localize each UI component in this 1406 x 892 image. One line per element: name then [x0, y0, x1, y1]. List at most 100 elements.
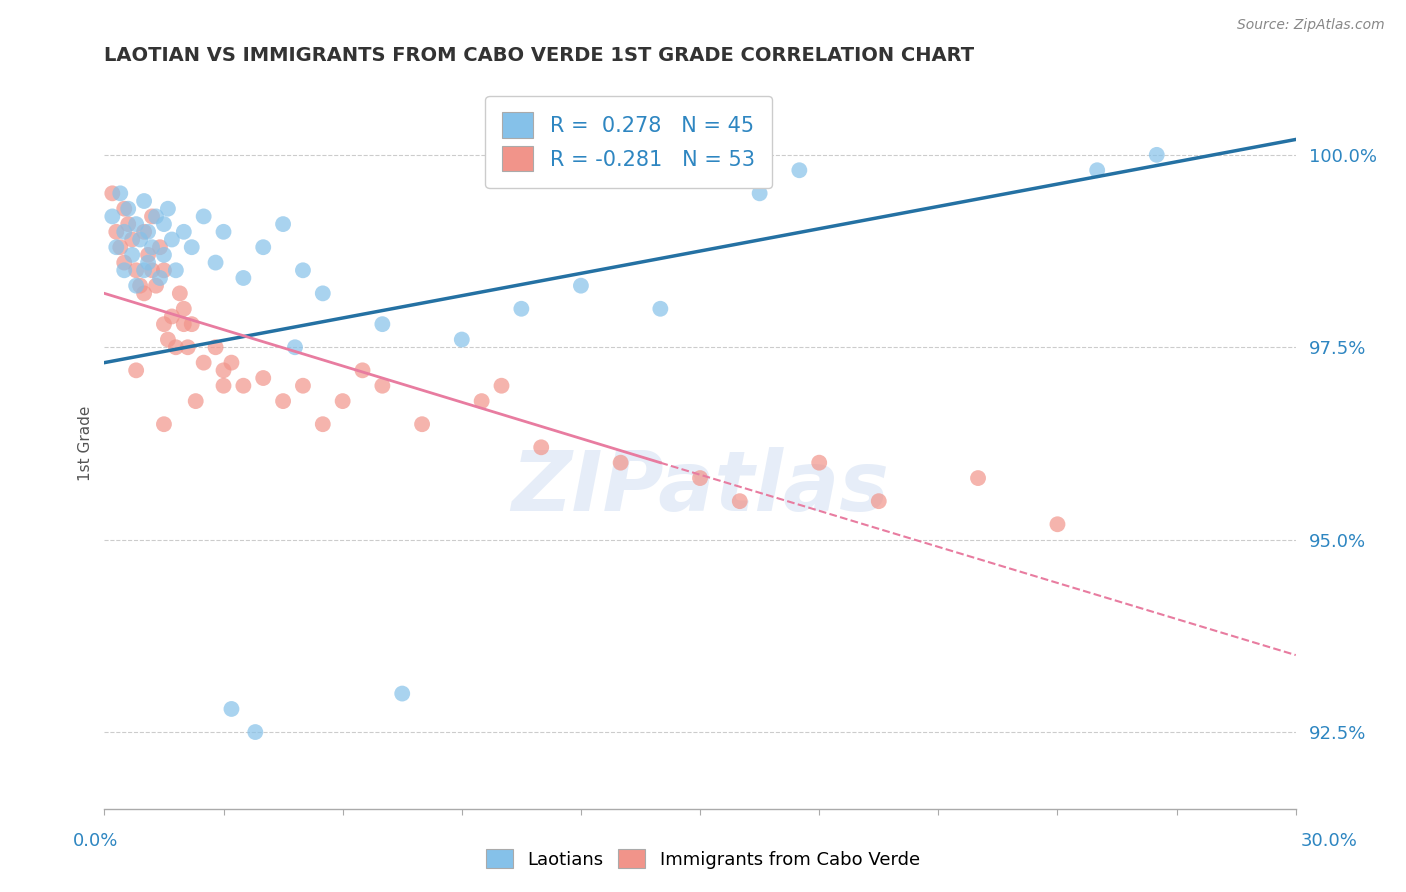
Point: [132, 225, 155, 239]
Point: [105, 240, 128, 254]
Text: 30.0%: 30.0%: [1301, 831, 1357, 849]
Point: [1146, 148, 1168, 162]
Point: [193, 210, 215, 224]
Point: [136, 225, 159, 239]
Point: [352, 363, 374, 377]
Point: [221, 356, 243, 370]
Point: [967, 471, 990, 485]
Point: [411, 417, 433, 432]
Point: [371, 317, 394, 331]
Point: [121, 248, 143, 262]
Point: [160, 233, 183, 247]
Point: [125, 263, 148, 277]
Point: [117, 217, 139, 231]
Point: [650, 301, 672, 316]
Point: [450, 333, 472, 347]
Point: [141, 263, 163, 277]
Point: [110, 240, 132, 254]
Point: [177, 340, 200, 354]
Point: [153, 417, 176, 432]
Point: [125, 217, 148, 231]
Point: [145, 210, 167, 224]
Point: [165, 340, 187, 354]
Point: [117, 202, 139, 216]
Point: [530, 440, 553, 454]
Point: [153, 317, 176, 331]
Point: [110, 186, 132, 201]
Legend: R =  0.278   N = 45, R = -0.281   N = 53: R = 0.278 N = 45, R = -0.281 N = 53: [485, 95, 772, 188]
Point: [121, 233, 143, 247]
Point: [284, 340, 307, 354]
Point: [748, 186, 770, 201]
Legend: Laotians, Immigrants from Cabo Verde: Laotians, Immigrants from Cabo Verde: [479, 842, 927, 876]
Point: [132, 194, 155, 208]
Point: [689, 471, 711, 485]
Point: [204, 255, 226, 269]
Text: Source: ZipAtlas.com: Source: ZipAtlas.com: [1237, 18, 1385, 31]
Y-axis label: 1st Grade: 1st Grade: [79, 406, 93, 481]
Point: [173, 301, 195, 316]
Point: [789, 163, 811, 178]
Point: [391, 687, 413, 701]
Point: [125, 363, 148, 377]
Point: [232, 378, 254, 392]
Point: [153, 263, 176, 277]
Point: [212, 363, 235, 377]
Point: [160, 310, 183, 324]
Point: [141, 210, 163, 224]
Point: [141, 240, 163, 254]
Point: [105, 225, 128, 239]
Point: [212, 378, 235, 392]
Text: 0.0%: 0.0%: [73, 831, 118, 849]
Point: [193, 356, 215, 370]
Point: [491, 378, 513, 392]
Point: [145, 278, 167, 293]
Point: [132, 286, 155, 301]
Point: [136, 255, 159, 269]
Point: [169, 286, 191, 301]
Point: [332, 394, 354, 409]
Point: [1085, 163, 1108, 178]
Point: [101, 186, 124, 201]
Point: [149, 271, 172, 285]
Point: [153, 217, 176, 231]
Point: [132, 263, 155, 277]
Point: [173, 317, 195, 331]
Point: [204, 340, 226, 354]
Point: [808, 456, 831, 470]
Point: [221, 702, 243, 716]
Point: [291, 378, 314, 392]
Point: [569, 278, 592, 293]
Point: [180, 317, 202, 331]
Point: [728, 494, 751, 508]
Point: [112, 225, 135, 239]
Point: [173, 225, 195, 239]
Point: [129, 278, 152, 293]
Point: [212, 225, 235, 239]
Point: [156, 202, 179, 216]
Point: [471, 394, 494, 409]
Point: [609, 456, 631, 470]
Point: [156, 333, 179, 347]
Point: [252, 371, 274, 385]
Point: [165, 263, 187, 277]
Text: ZIPatlas: ZIPatlas: [512, 447, 889, 528]
Point: [180, 240, 202, 254]
Point: [252, 240, 274, 254]
Text: LAOTIAN VS IMMIGRANTS FROM CABO VERDE 1ST GRADE CORRELATION CHART: LAOTIAN VS IMMIGRANTS FROM CABO VERDE 1S…: [104, 46, 974, 65]
Point: [149, 240, 172, 254]
Point: [184, 394, 207, 409]
Point: [868, 494, 890, 508]
Point: [112, 202, 135, 216]
Point: [245, 725, 267, 739]
Point: [371, 378, 394, 392]
Point: [153, 248, 176, 262]
Point: [232, 271, 254, 285]
Point: [510, 301, 533, 316]
Point: [271, 217, 294, 231]
Point: [136, 248, 159, 262]
Point: [112, 255, 135, 269]
Point: [129, 233, 152, 247]
Point: [271, 394, 294, 409]
Point: [1046, 517, 1069, 532]
